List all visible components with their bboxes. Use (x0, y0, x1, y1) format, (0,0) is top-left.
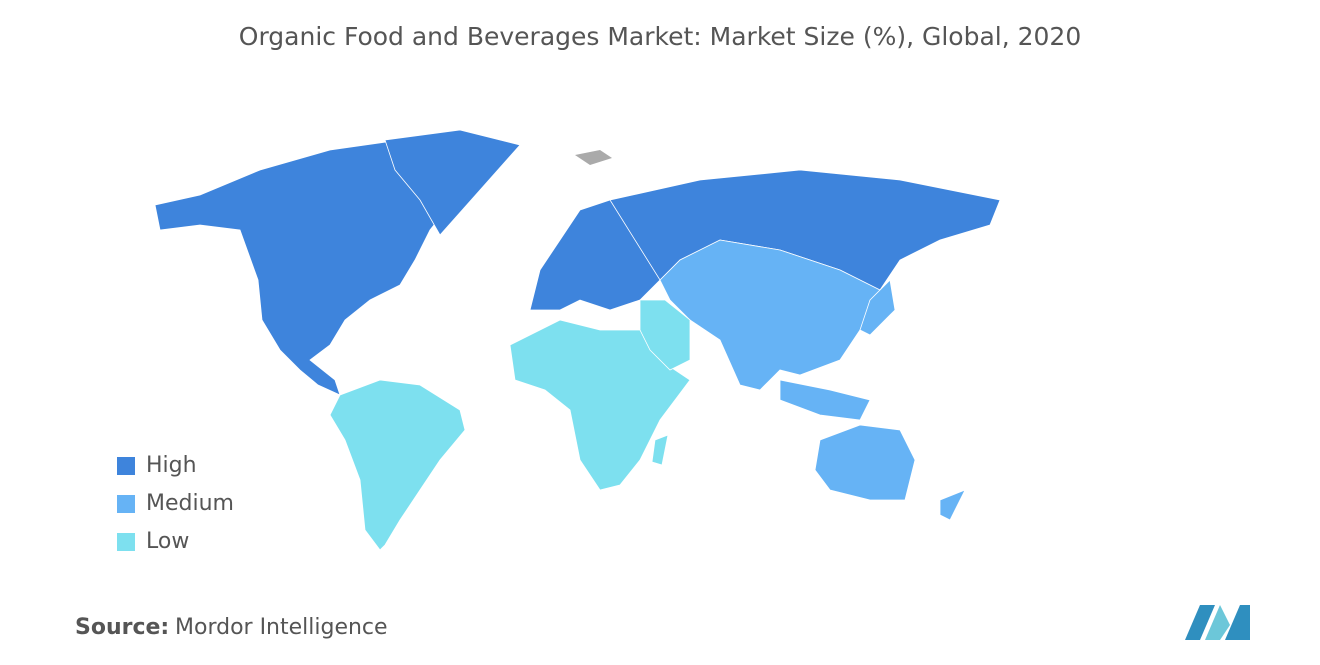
legend: High Medium Low (117, 453, 234, 554)
asia (659, 239, 881, 391)
greenland (384, 129, 521, 236)
title: Organic Food and Beverages Market: Marke… (239, 22, 1081, 51)
africa (509, 319, 691, 491)
legend-label: Medium (146, 491, 234, 516)
japan (859, 279, 896, 336)
svalbard (575, 150, 612, 165)
legend-swatch (117, 495, 135, 513)
world-map (154, 129, 1001, 551)
southeast-asia (779, 379, 871, 421)
middle-east (639, 299, 691, 371)
new-zealand (939, 489, 966, 521)
australia (814, 424, 916, 501)
source-label: Source: (75, 615, 169, 640)
source-name: Mordor Intelligence (175, 615, 388, 640)
legend-label: Low (146, 529, 189, 554)
legend-swatch (117, 533, 135, 551)
south-america (329, 379, 466, 551)
madagascar (651, 434, 669, 466)
legend-label: High (146, 453, 197, 478)
legend-swatch (117, 457, 135, 475)
logo (1185, 605, 1250, 640)
